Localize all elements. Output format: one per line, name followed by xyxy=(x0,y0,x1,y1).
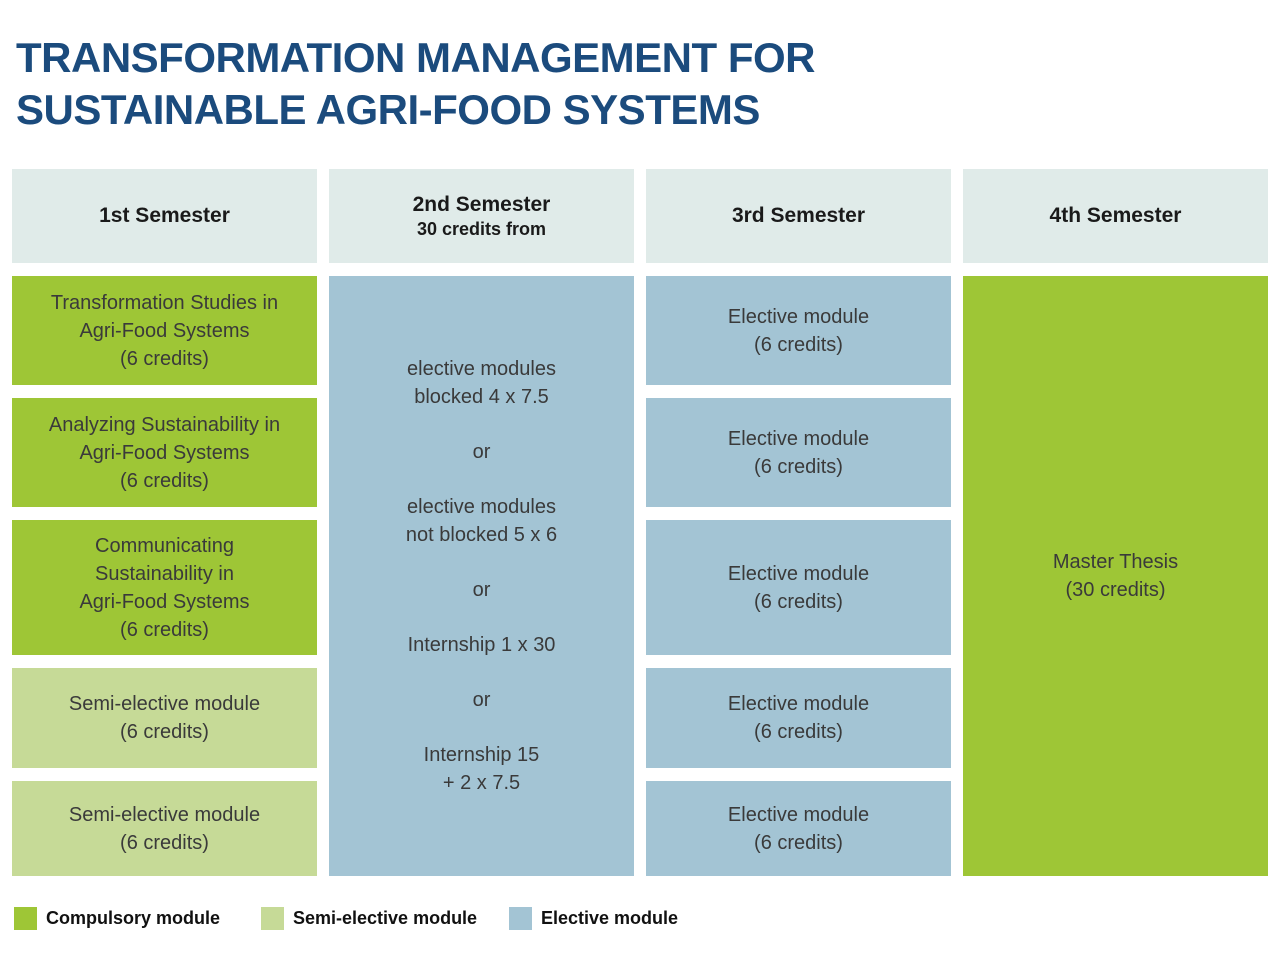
module-elective-2: Elective module (6 credits) xyxy=(646,398,951,507)
elective-color-swatch xyxy=(509,907,532,930)
module-credits: (6 credits) xyxy=(120,831,209,854)
semester-4-label: 4th Semester xyxy=(1049,204,1182,227)
page-title-line1: TRANSFORMATION MANAGEMENT FOR xyxy=(16,34,815,81)
or-separator: or xyxy=(472,689,491,711)
semester-2-label: 2nd Semester xyxy=(412,192,551,216)
module-credits: (6 credits) xyxy=(120,347,209,370)
module-name-line: Elective module xyxy=(727,803,870,826)
semester-1-label: 1st Semester xyxy=(99,204,230,227)
module-name-line: Semi-elective module xyxy=(68,803,261,826)
page-title-line2: SUSTAINABLE AGRI-FOOD SYSTEMS xyxy=(16,86,760,133)
semester-3-header: 3rd Semester xyxy=(646,169,951,263)
option-line: blocked 4 x 7.5 xyxy=(414,386,549,408)
module-elective-4: Elective module (6 credits) xyxy=(646,668,951,768)
module-name-line: Analyzing Sustainability in xyxy=(48,413,281,436)
module-analyzing-sustainability: Analyzing Sustainability in Agri-Food Sy… xyxy=(12,398,317,507)
legend-label-compulsory: Compulsory module xyxy=(46,908,221,928)
module-communicating-sustainability: Communicating Sustainability in Agri-Foo… xyxy=(12,520,317,655)
or-separator: or xyxy=(472,441,491,463)
module-credits: (6 credits) xyxy=(754,831,843,854)
compulsory-color-swatch xyxy=(14,907,37,930)
legend-item-compulsory: Compulsory module xyxy=(14,907,220,930)
module-master-thesis: Master Thesis (30 credits) xyxy=(963,276,1268,876)
module-elective-1: Elective module (6 credits) xyxy=(646,276,951,385)
semester-3-label: 3rd Semester xyxy=(731,204,866,227)
module-name-line: Agri-Food Systems xyxy=(79,441,250,464)
option-elective-blocked: elective modules blocked 4 x 7.5 xyxy=(407,355,556,411)
module-name-line: Sustainability in xyxy=(95,562,234,585)
semester-2-sublabel: 30 credits from xyxy=(416,218,547,239)
module-name-line: Master Thesis xyxy=(1052,551,1179,573)
option-line: Internship 15 xyxy=(423,744,540,766)
module-name-line: Elective module xyxy=(727,427,870,450)
page-title: TRANSFORMATION MANAGEMENT FOR SUSTAINABL… xyxy=(16,32,815,136)
module-name-line: Transformation Studies in xyxy=(50,291,279,314)
module-semi-elective-2: Semi-elective module (6 credits) xyxy=(12,781,317,876)
semester-2-header: 2nd Semester 30 credits from xyxy=(329,169,634,263)
module-credits: (6 credits) xyxy=(754,721,843,743)
module-name-line: Elective module xyxy=(727,693,870,715)
legend-item-semi-elective: Semi-elective module xyxy=(261,907,477,930)
module-transformation-studies: Transformation Studies in Agri-Food Syst… xyxy=(12,276,317,385)
module-elective-5: Elective module (6 credits) xyxy=(646,781,951,876)
or-separator: or xyxy=(472,579,491,601)
semester-2-options-box: elective modules blocked 4 x 7.5 or elec… xyxy=(329,276,634,876)
semester-4-header: 4th Semester xyxy=(963,169,1268,263)
module-credits: (6 credits) xyxy=(754,590,843,613)
semester-grid: 1st Semester 2nd Semester 30 credits fro… xyxy=(12,169,1268,876)
legend: Compulsory module Semi-elective module E… xyxy=(0,907,1280,941)
module-elective-3: Elective module (6 credits) xyxy=(646,520,951,655)
module-name-line: Elective module xyxy=(727,305,870,328)
semester-1-header: 1st Semester xyxy=(12,169,317,263)
semi-elective-color-swatch xyxy=(261,907,284,930)
module-name-line: Semi-elective module xyxy=(68,693,261,715)
module-credits: (6 credits) xyxy=(754,333,843,356)
option-line: not blocked 5 x 6 xyxy=(405,524,558,546)
option-line: Internship 1 x 30 xyxy=(407,634,556,656)
module-credits: (30 credits) xyxy=(1065,579,1166,601)
module-name-line: Agri-Food Systems xyxy=(79,319,250,342)
module-credits: (6 credits) xyxy=(120,469,209,492)
legend-label-elective: Elective module xyxy=(541,908,679,928)
option-internship-full: Internship 1 x 30 xyxy=(408,631,556,659)
module-semi-elective-1: Semi-elective module (6 credits) xyxy=(12,668,317,768)
option-line: + 2 x 7.5 xyxy=(442,772,521,794)
module-name-line: Agri-Food Systems xyxy=(79,590,250,613)
option-line: elective modules xyxy=(407,358,556,380)
option-elective-not-blocked: elective modules not blocked 5 x 6 xyxy=(406,493,557,549)
option-internship-split: Internship 15 + 2 x 7.5 xyxy=(424,741,540,797)
legend-item-elective: Elective module xyxy=(509,907,678,930)
module-name-line: Elective module xyxy=(727,562,870,585)
option-line: elective modules xyxy=(407,496,556,518)
module-credits: (6 credits) xyxy=(754,455,843,478)
legend-label-semi-elective: Semi-elective module xyxy=(293,908,478,928)
module-name-line: Communicating xyxy=(95,534,234,557)
module-credits: (6 credits) xyxy=(120,721,209,743)
module-credits: (6 credits) xyxy=(120,618,209,641)
